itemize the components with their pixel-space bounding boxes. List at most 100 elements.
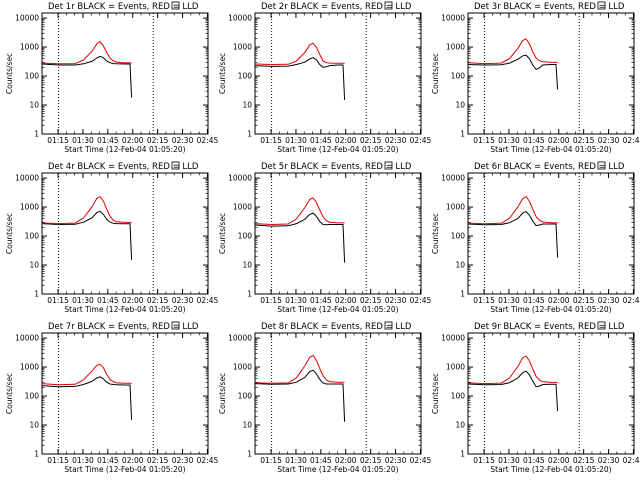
lld-series-line [467,195,558,225]
y-tick-label: 100 [451,392,466,401]
x-tick-label: 02:00 [122,296,144,305]
x-tick-label: 02:30 [172,136,194,145]
x-axis-label: Start Time (12-Feb-04 01:05:20) [490,145,611,154]
lld-series-line [254,354,345,384]
x-tick-label: 01:30 [498,296,520,305]
detector-panel-2: Det 2r BLACK = Events, RED = LLD 1 10 100 10… [218,1,431,154]
y-axis-label: Counts/sec [218,53,227,94]
x-tick-label: 01:45 [97,296,119,305]
x-tick-label: 02:00 [548,456,570,465]
y-tick-label: 100 [238,392,253,401]
events-series-line [41,376,133,420]
legend-box-icon [597,321,606,330]
x-tick-label: 01:15 [47,136,69,145]
y-tick-label: 1 [247,130,252,139]
x-axis-label: Start Time (12-Feb-04 01:05:20) [490,305,611,314]
y-tick-label: 10000 [228,174,252,183]
detector-panel-4: Det 4r BLACK = Events, RED = LLD 1 10 100 10… [5,161,218,314]
x-tick-label: 01:30 [498,136,520,145]
x-tick-label: 01:30 [498,456,520,465]
plot-frame [41,12,209,135]
y-tick-label: 1 [247,450,252,459]
y-tick-label: 1000 [20,203,39,212]
y-axis-label: Counts/sec [431,213,440,254]
detector-panel-8: Det 8r BLACK = Events, RED = LLD 1 10 100 10… [218,321,431,474]
legend-box-icon [597,161,606,170]
plot-frame [41,172,209,295]
x-tick-label: 02:45 [197,136,219,145]
plot-frame [467,12,635,135]
y-tick-label: 10000 [441,14,465,23]
x-tick-label: 01:30 [285,456,307,465]
x-tick-label: 02:30 [172,456,194,465]
x-tick-label: 02:30 [598,296,620,305]
panel-title: Det 4r BLACK = Events, RED = LLD [48,162,199,172]
x-axis-label: Start Time (12-Feb-04 01:05:20) [64,465,185,474]
lld-series-line [41,363,132,386]
plot-frame [467,332,635,455]
x-tick-label: 02:45 [623,456,640,465]
x-tick-label: 01:45 [523,456,545,465]
y-tick-label: 1000 [446,43,465,52]
detector-panel-7: Det 7r BLACK = Events, RED = LLD 1 10 100 10… [5,321,218,474]
y-tick-label: 100 [451,72,466,81]
events-series-line [254,369,346,422]
plot-frame [254,172,422,295]
legend-box-icon [171,321,180,330]
y-tick-label: 100 [25,72,40,81]
x-tick-label: 02:45 [410,456,432,465]
x-tick-label: 01:45 [310,136,332,145]
x-tick-label: 02:00 [548,136,570,145]
y-tick-label: 1 [34,450,39,459]
x-tick-label: 02:00 [548,296,570,305]
events-series-line [467,54,559,90]
panel-title: Det 9r BLACK = Events, RED = LLD [474,322,625,332]
x-tick-label: 02:15 [360,456,382,465]
x-axis-label: Start Time (12-Feb-04 01:05:20) [490,465,611,474]
y-tick-label: 1000 [233,43,252,52]
x-tick-label: 02:45 [623,296,640,305]
panel-title: Det 8r BLACK = Events, RED = LLD [261,322,412,332]
x-tick-label: 01:15 [473,296,495,305]
lld-series-line [254,42,345,66]
x-tick-label: 01:30 [285,296,307,305]
y-tick-label: 10000 [441,334,465,343]
y-tick-label: 1 [460,130,465,139]
plot-frame [467,172,635,295]
x-tick-label: 02:45 [410,296,432,305]
y-tick-label: 10000 [228,14,252,23]
y-tick-label: 100 [238,232,253,241]
y-tick-label: 1000 [233,203,252,212]
plot-frame [254,12,422,135]
x-tick-label: 02:15 [147,456,169,465]
y-tick-label: 10000 [228,334,252,343]
x-tick-label: 01:45 [310,296,332,305]
y-tick-label: 1000 [233,363,252,372]
y-axis-label: Counts/sec [5,53,14,94]
y-tick-label: 10 [455,101,465,110]
x-axis-label: Start Time (12-Feb-04 01:05:20) [277,465,398,474]
y-tick-label: 10000 [15,174,39,183]
y-tick-label: 1000 [20,43,39,52]
x-tick-label: 02:15 [360,296,382,305]
x-tick-label: 02:00 [335,456,357,465]
x-tick-label: 01:15 [47,296,69,305]
lld-series-line [254,197,345,226]
y-tick-label: 1000 [446,203,465,212]
detector-panel-5: Det 5r BLACK = Events, RED = LLD 1 10 100 10… [218,161,431,314]
legend-box-icon [171,161,180,170]
y-tick-label: 10 [29,421,39,430]
y-tick-label: 1 [247,290,252,299]
x-axis-label: Start Time (12-Feb-04 01:05:20) [64,145,185,154]
legend-box-icon [597,1,606,10]
y-axis-label: Counts/sec [431,53,440,94]
y-tick-label: 10 [242,261,252,270]
panel-title: Det 2r BLACK = Events, RED = LLD [261,2,412,12]
panel-title: Det 1r BLACK = Events, RED = LLD [48,2,199,12]
x-tick-label: 01:30 [285,136,307,145]
x-tick-label: 02:00 [335,296,357,305]
y-tick-label: 100 [238,72,253,81]
x-tick-label: 02:45 [623,136,640,145]
legend-box-icon [384,161,393,170]
detector-panel-9: Det 9r BLACK = Events, RED = LLD 1 10 100 10… [431,321,640,474]
